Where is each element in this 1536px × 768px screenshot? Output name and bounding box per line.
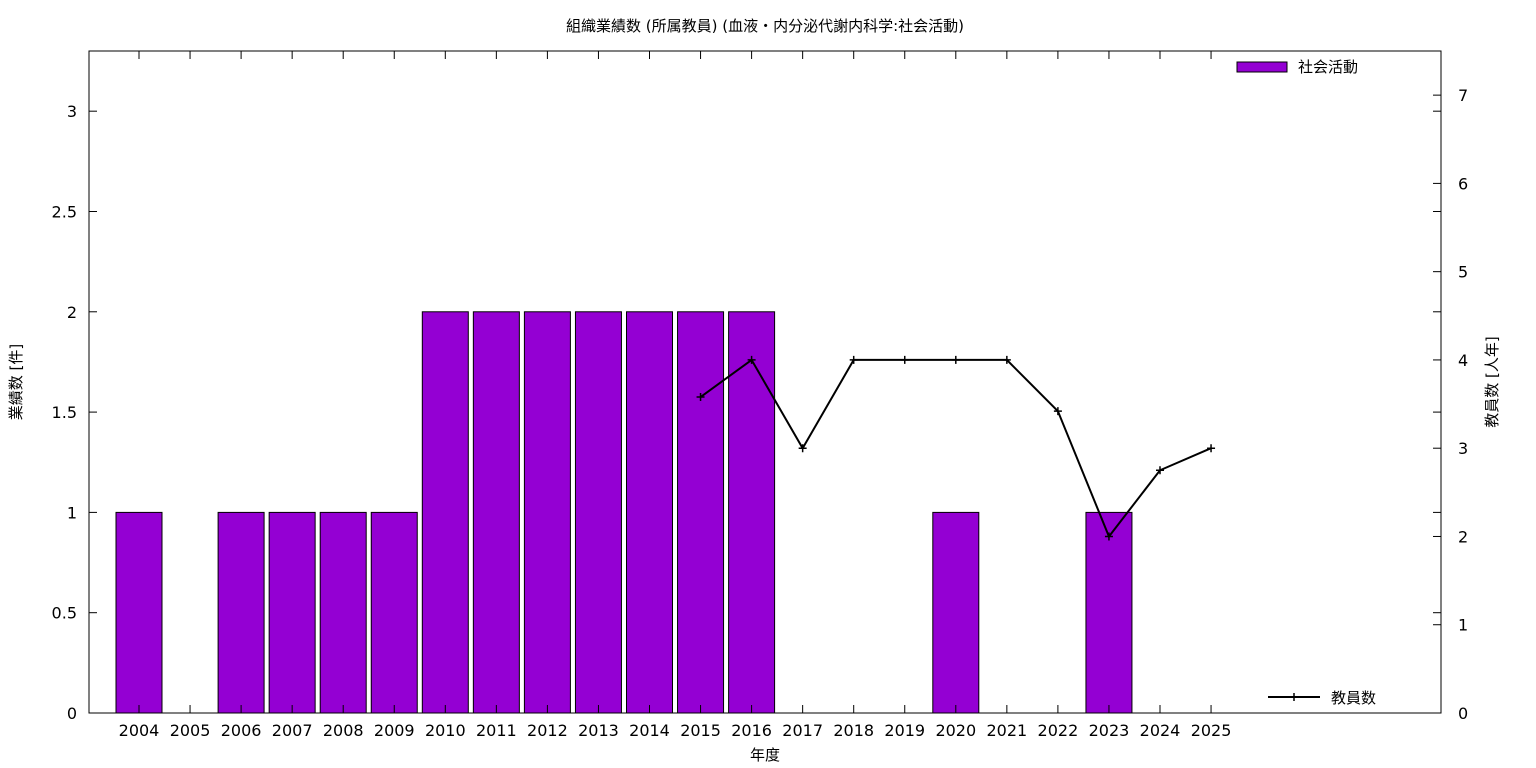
- y2-tick-label: 3: [1458, 439, 1468, 458]
- bar-2012: [523, 311, 571, 714]
- bar-2023: [1085, 511, 1133, 714]
- y2-tick-label: 4: [1458, 351, 1468, 370]
- x-tick-label: 2009: [374, 721, 415, 740]
- y-axis-label: 業績数 [件]: [7, 344, 25, 420]
- line-point-2017: [798, 444, 807, 453]
- line-point-2020: [951, 355, 960, 364]
- y-tick-label: 3: [67, 102, 77, 121]
- line-point-2023: [1104, 532, 1113, 541]
- x-tick-label: 2005: [170, 721, 211, 740]
- x-tick-label: 2006: [221, 721, 262, 740]
- line-point-2016: [747, 355, 756, 364]
- bar-2004: [115, 511, 163, 714]
- x-axis: 2004 2005 2006 2007 2008 2009 2010 2011 2012 2013…: [119, 51, 1232, 740]
- line-path: [699, 358, 1212, 539]
- legend-line-marker: [1290, 693, 1298, 701]
- x-axis-label: 年度: [750, 746, 780, 764]
- x-tick-label: 2017: [782, 721, 823, 740]
- x-tick-label: 2013: [578, 721, 619, 740]
- x-tick-label: 2023: [1089, 721, 1130, 740]
- y2-tick-label: 6: [1458, 174, 1468, 193]
- legend-bar-swatch: [1236, 61, 1288, 73]
- line-point-2024: [1156, 466, 1164, 475]
- bar-2014: [626, 311, 673, 714]
- y2-tick-label: 0: [1458, 704, 1468, 723]
- bar-2009: [370, 511, 418, 714]
- legend-line: 教員数: [1268, 689, 1376, 707]
- bar-series: [115, 311, 1133, 714]
- chart-title: 組織業績数 (所属教員) (血液・内分泌代謝内科学:社会活動): [566, 17, 964, 35]
- plot-frame: [88, 50, 1442, 714]
- y-axis-right: 0 1 2 3 4 5 6 7: [1433, 86, 1468, 723]
- x-tick-label: 2007: [272, 721, 313, 740]
- line-point-2022: [1053, 407, 1062, 416]
- y2-tick-label: 2: [1458, 527, 1468, 546]
- x-tick-label: 2024: [1140, 721, 1181, 740]
- bar-2016: [728, 311, 776, 714]
- line-point-2025: [1207, 444, 1216, 453]
- y-tick-label: 0.5: [52, 604, 77, 623]
- x-tick-label: 2010: [425, 721, 466, 740]
- bar-2008: [319, 511, 367, 714]
- x-tick-label: 2022: [1038, 721, 1079, 740]
- bar-2015: [677, 311, 725, 714]
- y-tick-label: 1: [67, 503, 77, 522]
- y2-tick-label: 5: [1458, 263, 1468, 282]
- y2-axis-label: 教員数 [人年]: [1483, 336, 1501, 427]
- line-series: [696, 355, 1216, 541]
- x-tick-label: 2011: [476, 721, 517, 740]
- x-tick-label: 2019: [884, 721, 925, 740]
- x-tick-label: 2021: [986, 721, 1027, 740]
- y-tick-label: 1.5: [52, 403, 77, 422]
- line-point-2018: [849, 355, 858, 364]
- x-tick-label: 2016: [731, 721, 772, 740]
- y-axis-left: 0 0.5 1 1.5 2 2.5 3: [52, 102, 1441, 723]
- y-tick-label: 2: [67, 303, 77, 322]
- x-tick-label: 2018: [833, 721, 874, 740]
- x-tick-label: 2014: [629, 721, 670, 740]
- x-tick-label: 2020: [935, 721, 976, 740]
- y2-tick-label: 7: [1458, 86, 1468, 105]
- bar-2013: [574, 311, 622, 714]
- x-tick-label: 2008: [323, 721, 364, 740]
- bar-2020: [932, 511, 980, 714]
- x-tick-label: 2012: [527, 721, 568, 740]
- bar-2010: [421, 311, 469, 714]
- legend-bar-label: 社会活動: [1298, 58, 1358, 76]
- y2-tick-label: 1: [1458, 616, 1468, 635]
- legend-bar: 社会活動: [1236, 58, 1358, 76]
- legend-line-label: 教員数: [1331, 689, 1376, 707]
- x-tick-label: 2015: [680, 721, 721, 740]
- x-tick-label: 2025: [1191, 721, 1232, 740]
- line-point-2021: [1002, 355, 1011, 364]
- x-tick-label: 2004: [119, 721, 160, 740]
- bar-2007: [268, 511, 316, 714]
- line-point-2019: [900, 355, 909, 364]
- line-point-2015: [696, 393, 705, 402]
- y-tick-label: 2.5: [52, 202, 77, 221]
- bar-2011: [472, 311, 520, 714]
- bar-2006: [217, 511, 265, 714]
- y-tick-label: 0: [67, 704, 77, 723]
